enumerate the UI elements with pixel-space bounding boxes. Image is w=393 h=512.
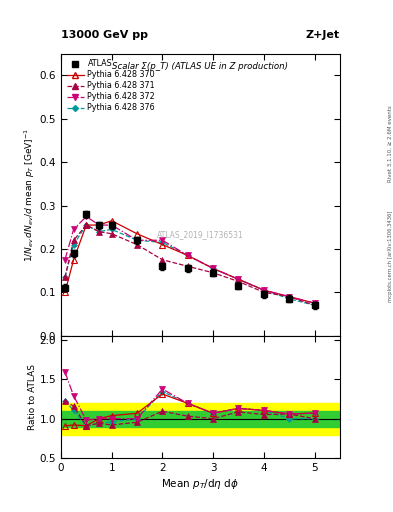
Bar: [61, 403, 340, 435]
Text: mcplots.cern.ch [arXiv:1306.3436]: mcplots.cern.ch [arXiv:1306.3436]: [388, 210, 393, 302]
Text: 13000 GeV pp: 13000 GeV pp: [61, 30, 148, 40]
Text: Z+Jet: Z+Jet: [306, 30, 340, 40]
X-axis label: Mean $p_T$/d$\eta$ d$\phi$: Mean $p_T$/d$\eta$ d$\phi$: [162, 477, 239, 492]
Text: Rivet 3.1.10, ≥ 2.6M events: Rivet 3.1.10, ≥ 2.6M events: [388, 105, 393, 182]
Y-axis label: Ratio to ATLAS: Ratio to ATLAS: [28, 364, 37, 430]
Text: Scalar Σ(p_T) (ATLAS UE in Z production): Scalar Σ(p_T) (ATLAS UE in Z production): [112, 62, 288, 71]
Text: ATLAS_2019_I1736531: ATLAS_2019_I1736531: [157, 230, 244, 239]
Bar: [61, 411, 340, 426]
Y-axis label: $1/N_{ev}\,dN_{ev}/d$ mean $p_T$ [GeV]$^{-1}$: $1/N_{ev}\,dN_{ev}/d$ mean $p_T$ [GeV]$^…: [22, 127, 37, 262]
Legend: ATLAS, Pythia 6.428 370, Pythia 6.428 371, Pythia 6.428 372, Pythia 6.428 376: ATLAS, Pythia 6.428 370, Pythia 6.428 37…: [63, 56, 158, 116]
